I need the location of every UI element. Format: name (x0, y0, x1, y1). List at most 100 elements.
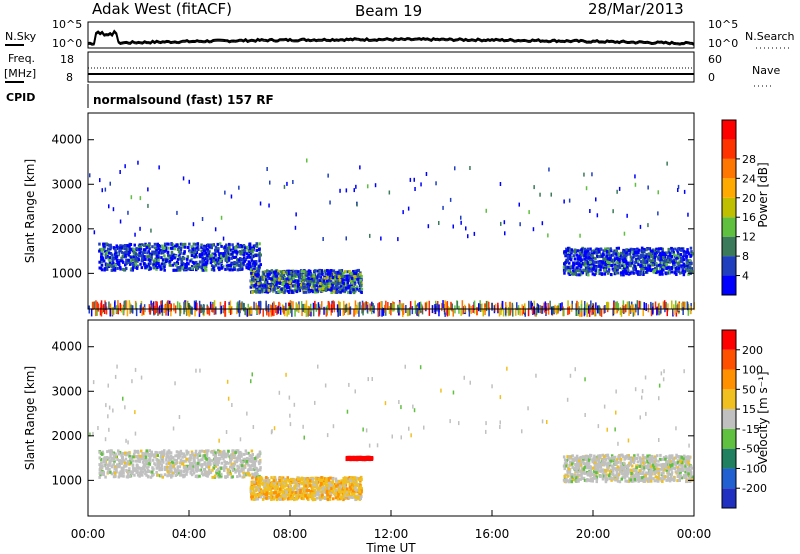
data-cell (689, 306, 692, 314)
data-cell (163, 242, 167, 246)
data-cell (108, 251, 111, 255)
data-cell (181, 265, 184, 269)
data-cell (295, 302, 297, 311)
data-cell (229, 458, 232, 462)
data-cell (124, 457, 128, 461)
data-cell (124, 451, 127, 455)
data-cell (177, 265, 181, 269)
data-cell (141, 252, 144, 256)
data-cell (634, 182, 637, 187)
data-cell (262, 288, 266, 292)
data-cell (303, 489, 307, 493)
data-cell (307, 288, 310, 292)
data-cell (269, 180, 271, 185)
data-cell (339, 282, 342, 286)
data-cell (688, 258, 691, 262)
data-cell (216, 246, 219, 250)
data-cell (624, 269, 627, 273)
data-cell (649, 262, 652, 266)
data-cell (613, 268, 616, 272)
data-cell (222, 236, 225, 241)
data-cell (190, 245, 193, 249)
data-cell (333, 286, 336, 290)
data-cell (229, 267, 233, 271)
data-cell (106, 247, 110, 251)
data-cell (217, 262, 220, 266)
data-cell (114, 474, 117, 478)
data-cell (603, 257, 606, 261)
data-cell (225, 258, 229, 262)
data-cell (252, 255, 255, 258)
data-cell (200, 268, 204, 272)
data-cell (200, 243, 203, 247)
data-cell (183, 251, 186, 255)
data-cell (685, 250, 689, 254)
data-cell (516, 302, 518, 311)
data-cell (243, 259, 247, 263)
data-cell (258, 279, 261, 283)
data-cell (115, 258, 119, 262)
data-cell (632, 267, 636, 271)
data-cell (577, 256, 581, 260)
data-cell (164, 467, 167, 471)
data-cell (278, 276, 282, 280)
colorbar-tick-label: 28 (742, 153, 756, 166)
data-cell (169, 246, 173, 250)
data-cell (201, 454, 204, 458)
data-cell (295, 290, 298, 294)
data-cell (288, 281, 292, 285)
data-cell (131, 463, 134, 467)
data-cell (175, 263, 178, 267)
data-cell (324, 287, 328, 291)
data-cell (659, 268, 663, 272)
data-cell (652, 306, 654, 315)
data-cell (616, 271, 620, 275)
data-cell (121, 259, 124, 263)
data-cell (296, 287, 300, 291)
data-cell (158, 251, 161, 255)
data-cell (653, 258, 657, 262)
colorbar-tick-label: 12 (742, 231, 756, 244)
data-cell (106, 251, 109, 255)
data-cell (309, 269, 312, 273)
data-cell (100, 461, 103, 465)
data-cell (238, 456, 241, 460)
data-cell (573, 257, 577, 261)
data-cell (333, 278, 337, 281)
data-cell (148, 267, 151, 271)
data-cell (617, 258, 621, 262)
data-cell (242, 473, 246, 477)
data-cell (651, 263, 655, 267)
data-cell (144, 264, 147, 268)
data-cell (656, 307, 658, 316)
data-cell (231, 475, 234, 479)
data-cell (596, 213, 599, 218)
data-cell (109, 243, 112, 247)
data-cell (151, 250, 154, 254)
data-cell (246, 469, 250, 473)
data-cell (636, 259, 640, 263)
data-cell (547, 233, 549, 238)
data-cell (246, 245, 249, 249)
data-cell (127, 253, 130, 257)
data-cell (650, 308, 653, 317)
data-cell (618, 260, 621, 264)
cpid-panel: CPID normalsound (fast) 157 RF (6, 84, 274, 108)
freq-panel: Freq. [MHz] 18 8 60 0 Nave (4, 51, 780, 87)
data-cell (658, 251, 662, 255)
data-cell (570, 251, 573, 255)
data-cell (202, 249, 206, 253)
nave-label: Nave (752, 64, 780, 77)
data-cell (460, 220, 462, 225)
data-cell (118, 471, 121, 475)
data-cell (213, 459, 217, 463)
data-cell (563, 308, 565, 317)
data-cell (119, 170, 121, 174)
data-cell (583, 307, 586, 316)
data-cell (109, 181, 111, 186)
data-cell (137, 466, 141, 470)
data-cell (515, 307, 517, 316)
data-cell (216, 460, 219, 464)
data-cell (169, 464, 172, 468)
data-cell (264, 280, 267, 284)
